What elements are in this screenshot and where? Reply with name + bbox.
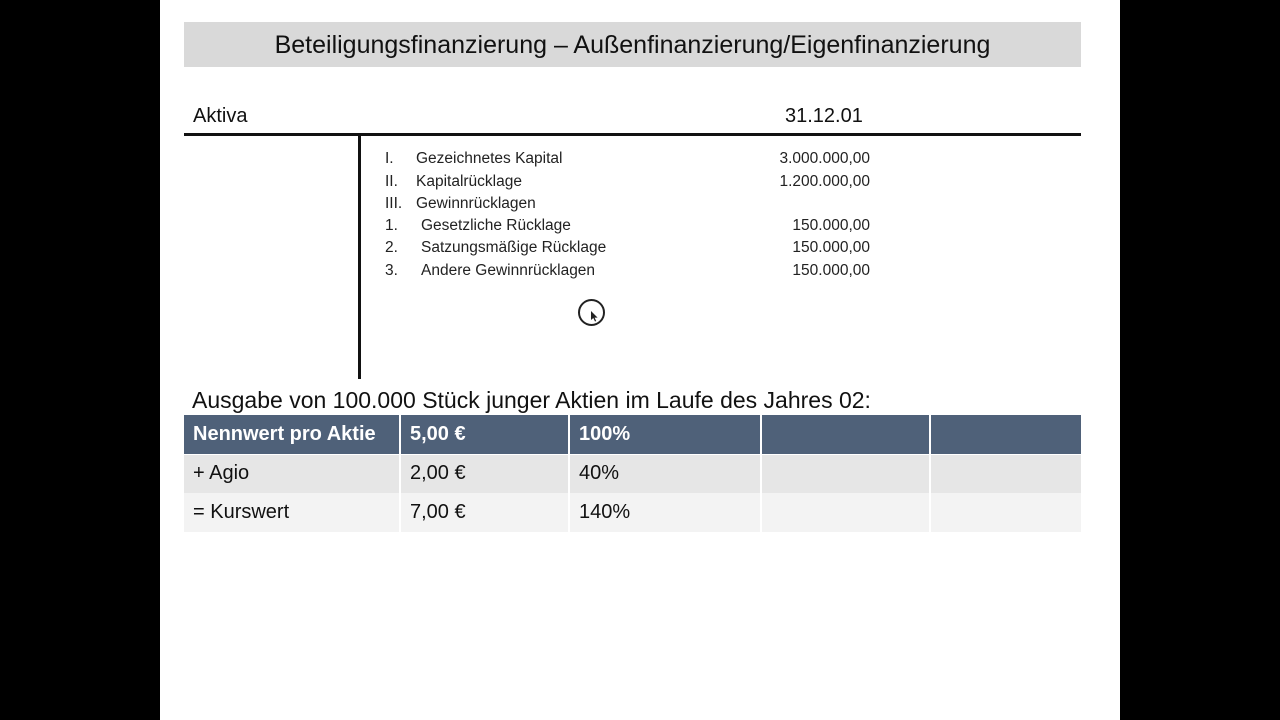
mouse-cursor-icon: [578, 299, 605, 326]
row-label: Gezeichnetes Kapital: [416, 150, 563, 167]
row-number: 1.: [385, 217, 398, 234]
table-cell: [930, 493, 1081, 532]
balance-row: 3. Andere Gewinnrücklagen 150.000,00: [385, 262, 870, 284]
table-cell: = Kurswert: [184, 493, 401, 532]
table-cell: + Agio: [184, 454, 401, 493]
row-label: Satzungsmäßige Rücklage: [421, 239, 607, 256]
table-cell: 40%: [569, 454, 762, 493]
slide: Beteiligungsfinanzierung – Außenfinanzie…: [160, 0, 1120, 720]
table-cell: 140%: [569, 493, 762, 532]
table-cell: 100%: [569, 415, 762, 455]
balance-row: 2. Satzungsmäßige Rücklage 150.000,00: [385, 239, 870, 261]
row-value: 3.000.000,00: [779, 150, 870, 167]
table-cell: [930, 454, 1081, 493]
table-row: = Kurswert 7,00 € 140%: [184, 493, 1081, 532]
table-cell: [761, 415, 931, 455]
row-label: Andere Gewinnrücklagen: [421, 262, 596, 279]
table-header-row: Nennwert pro Aktie 5,00 € 100%: [184, 415, 1081, 455]
share-issue-text: Ausgabe von 100.000 Stück junger Aktien …: [192, 387, 871, 413]
row-label: Kapitalrücklage: [416, 173, 522, 190]
row-value: 150.000,00: [792, 262, 870, 279]
table-cell: [761, 454, 931, 493]
balance-row: II. Kapitalrücklage 1.200.000,00: [385, 173, 870, 195]
balance-row: III. Gewinnrücklagen: [385, 195, 870, 217]
row-number: 2.: [385, 239, 398, 256]
row-number: II.: [385, 173, 398, 190]
table-cell: [930, 415, 1081, 455]
table-cell: Nennwert pro Aktie: [184, 415, 401, 455]
aktiva-label: Aktiva: [193, 105, 248, 127]
t-account-horizontal-line: [184, 133, 1081, 136]
share-value-table: Nennwert pro Aktie 5,00 € 100% + Agio 2,…: [184, 415, 1081, 532]
row-value: 1.200.000,00: [779, 173, 870, 190]
balance-row: 1. Gesetzliche Rücklage 150.000,00: [385, 217, 870, 239]
row-number: 3.: [385, 262, 398, 279]
row-number: III.: [385, 195, 403, 212]
table-cell: 2,00 €: [400, 454, 570, 493]
table-cell: [761, 493, 931, 532]
row-value: 150.000,00: [792, 217, 870, 234]
table-row: + Agio 2,00 € 40%: [184, 454, 1081, 493]
slide-title: Beteiligungsfinanzierung – Außenfinanzie…: [274, 31, 991, 59]
row-label: Gesetzliche Rücklage: [421, 217, 571, 234]
t-account-vertical-line: [358, 133, 361, 379]
table-cell: 7,00 €: [400, 493, 570, 532]
row-number: I.: [385, 150, 394, 167]
balance-row: I. Gezeichnetes Kapital 3.000.000,00: [385, 150, 870, 172]
row-value: 150.000,00: [792, 239, 870, 256]
title-bar: Beteiligungsfinanzierung – Außenfinanzie…: [184, 22, 1081, 67]
table-cell: 5,00 €: [400, 415, 570, 455]
row-label: Gewinnrücklagen: [416, 195, 536, 212]
balance-date: 31.12.01: [785, 105, 863, 127]
